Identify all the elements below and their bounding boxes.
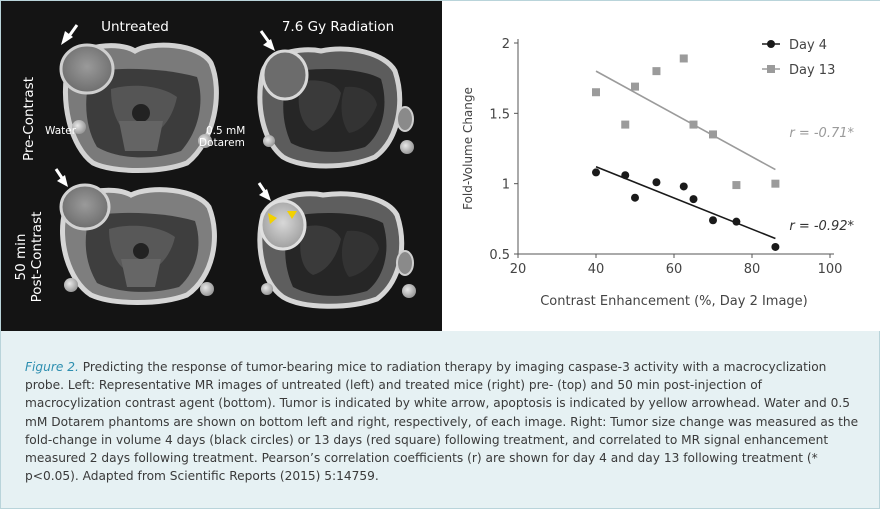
tumor-arrow-icon <box>257 182 271 201</box>
legend-label: Day 13 <box>789 63 835 78</box>
data-point-day4 <box>621 171 630 180</box>
data-point-day13 <box>771 179 780 188</box>
chart-legend: Day 4 Day 13 <box>762 38 835 78</box>
data-point-day4 <box>771 242 780 251</box>
chart-panel: 20 40 60 80 100 0.5 1 1.5 2 r = -0.92* r = -0.71*… <box>442 1 881 331</box>
col-label-untreated: Untreated <box>101 19 169 35</box>
legend-marker-circle <box>767 40 775 48</box>
mri-radiation-post <box>257 191 416 309</box>
apoptosis-arrowhead-icon <box>268 213 277 224</box>
legend-marker-square <box>767 65 775 73</box>
data-point-day4 <box>689 195 698 204</box>
tumor-arrow-icon <box>259 30 275 51</box>
x-tick-label: 60 <box>666 262 683 277</box>
phantom-label-water: Water <box>45 125 77 137</box>
apoptosis-arrowhead-icon <box>287 211 297 219</box>
tumor-arrows <box>54 24 275 201</box>
chart-axes: 20 40 60 80 100 0.5 1 1.5 2 <box>489 37 842 277</box>
data-point-day13 <box>709 130 717 139</box>
mri-untreated-pre <box>59 42 219 173</box>
x-tick-label: 20 <box>510 262 527 277</box>
figure-label: Figure 2. <box>25 360 79 374</box>
y-tick-label: 2 <box>502 37 510 52</box>
y-axis-label: Fold-Volume Change <box>461 87 475 210</box>
data-point-day13 <box>631 82 639 91</box>
row-label-pre-contrast: Pre-Contrast <box>21 77 37 161</box>
data-point-day4 <box>592 168 600 177</box>
r-label-day4: r = -0.92* <box>789 219 854 234</box>
data-point-day13 <box>679 54 688 63</box>
caption-text: Predicting the response of tumor-bearing… <box>25 360 859 484</box>
mri-images: Untreated 7.6 Gy Radiation Pre-Contrast … <box>13 19 416 309</box>
data-point-day4 <box>652 178 661 187</box>
tumor-arrow-icon <box>54 168 68 187</box>
data-point-day13 <box>732 181 741 190</box>
r-label-day13: r = -0.71* <box>789 126 854 141</box>
col-label-radiation: 7.6 Gy Radiation <box>282 19 394 35</box>
x-axis-label: Contrast Enhancement (%, Day 2 Image) <box>540 294 808 309</box>
figure-caption: Figure 2. Predicting the response of tum… <box>25 358 861 485</box>
row-label-post-contrast-line2: Post-Contrast <box>29 212 45 303</box>
row-label-post-contrast-line1: 50 min <box>13 234 29 281</box>
y-tick-label: 0.5 <box>489 248 510 263</box>
mri-untreated-post <box>59 183 217 305</box>
x-tick-label: 40 <box>588 262 605 277</box>
mri-radiation-pre <box>257 46 414 169</box>
fit-line-day13 <box>595 70 776 171</box>
y-tick-label: 1.5 <box>489 107 510 122</box>
legend-label: Day 4 <box>789 38 827 53</box>
x-tick-label: 80 <box>744 262 761 277</box>
mri-image-panel: Untreated 7.6 Gy Radiation Pre-Contrast … <box>1 1 442 331</box>
data-point-day4 <box>679 182 688 191</box>
phantom-label-dotarem-line1: 0.5 mM <box>206 125 245 137</box>
data-point-day13 <box>621 120 630 129</box>
figure-area: Untreated 7.6 Gy Radiation Pre-Contrast … <box>1 1 881 331</box>
x-tick-label: 100 <box>818 262 843 277</box>
tumor-arrow-icon <box>61 24 79 45</box>
data-point-day13 <box>689 120 698 129</box>
y-tick-label: 1 <box>502 178 510 193</box>
data-point-day4 <box>631 193 639 202</box>
data-point-day13 <box>592 88 600 97</box>
scatter-chart: 20 40 60 80 100 0.5 1 1.5 2 r = -0.92* r = -0.71*… <box>461 37 854 309</box>
data-point-day4 <box>709 216 717 225</box>
chart-marks: r = -0.92* r = -0.71* <box>592 54 854 251</box>
data-point-day4 <box>732 217 741 226</box>
data-point-day13 <box>652 67 661 76</box>
phantom-label-dotarem-line2: Dotarem <box>199 137 245 149</box>
